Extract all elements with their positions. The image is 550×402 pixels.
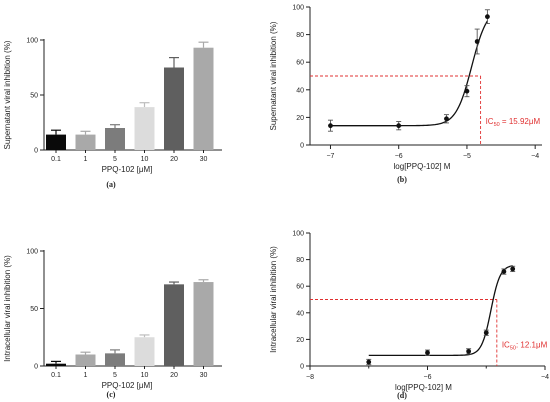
- ic50-annotation: IC50 = 15.92μM: [486, 117, 541, 128]
- panel-label: (d): [397, 391, 407, 400]
- y-axis-label: Supernatant viral inhibition (%): [269, 21, 278, 130]
- bar: [134, 337, 155, 366]
- y-axis-label: Intracellular viral inhibition (%): [269, 246, 278, 353]
- bar: [164, 67, 184, 150]
- panel-d: 0 20 40 60 80 100 −8 −6 −4 IC50: 12.1μM log[PPQ-10…: [269, 231, 549, 401]
- y-tick-label: 80: [296, 32, 304, 39]
- x-tick-label: −5: [463, 153, 471, 160]
- y-tick-label: 60: [296, 60, 304, 67]
- y-tick-label: 100: [292, 5, 304, 12]
- x-axis-label: PPQ-102 [μM]: [102, 165, 153, 174]
- x-tick-label: −7: [326, 153, 334, 160]
- x-tick-label: 1: [84, 372, 88, 379]
- panel-b: 0 20 40 60 80 100 −7 −6 −5 −4 IC50 = 15.92μM log[PP…: [269, 5, 542, 184]
- x-tick-label: 10: [141, 156, 149, 163]
- x-tick-label: −6: [424, 374, 432, 381]
- ic50-subscript: 50: [494, 122, 500, 128]
- y-tick-label: 100: [26, 38, 38, 45]
- bar: [105, 128, 125, 150]
- x-tick-label: 0.1: [51, 372, 61, 379]
- data-point: [501, 269, 507, 274]
- bar: [134, 107, 155, 150]
- y-tick-label: 40: [296, 87, 304, 94]
- y-tick-label: 20: [296, 115, 304, 122]
- y-tick-label: 60: [296, 284, 304, 291]
- bar: [75, 134, 96, 150]
- bar: [105, 353, 125, 366]
- data-point: [483, 330, 489, 336]
- data-point: [466, 348, 472, 354]
- data-point: [366, 359, 372, 365]
- panel-label: (b): [397, 175, 407, 184]
- y-tick-label: 20: [296, 337, 304, 344]
- x-tick-label: −6: [395, 153, 403, 160]
- panel-c: 0 50 100 0.1 1 5 10 20 30 PPQ-102 [μM] Intracellul…: [3, 249, 222, 399]
- x-tick-label: 1: [84, 156, 88, 163]
- x-tick-label: 5: [113, 372, 117, 379]
- data-point: [444, 116, 449, 122]
- y-axis-label: Supernatant viral inhibition (%): [3, 40, 12, 149]
- panel-label: (c): [107, 390, 116, 399]
- data-point: [396, 123, 402, 129]
- fit-curve: [330, 20, 488, 127]
- y-tick-label: 0: [34, 364, 38, 371]
- x-axis-label: log[PPQ-102] M: [394, 162, 451, 171]
- fit-curve: [368, 265, 513, 357]
- y-tick-label: 50: [30, 93, 38, 100]
- y-axis-label: Intracellular viral inhibition (%): [3, 255, 12, 362]
- ic50-subscript: 50: [510, 346, 516, 352]
- bar: [75, 354, 96, 366]
- y-tick-label: 0: [300, 364, 304, 371]
- x-tick-label: 30: [200, 372, 208, 379]
- data-point: [425, 350, 430, 356]
- x-tick-label: −4: [541, 374, 549, 381]
- x-tick-label: 0.1: [51, 156, 61, 163]
- ic50-prefix: IC: [502, 341, 510, 350]
- y-tick-label: 40: [296, 310, 304, 317]
- data-point: [510, 266, 516, 272]
- x-tick-label: 20: [170, 156, 178, 163]
- y-tick-label: 50: [30, 306, 38, 313]
- data-point: [474, 39, 480, 44]
- x-tick-label: −8: [306, 374, 314, 381]
- data-point: [464, 88, 470, 94]
- data-point: [485, 14, 490, 20]
- bar: [46, 363, 66, 366]
- y-tick-label: 100: [26, 249, 38, 256]
- ic50-prefix: IC: [486, 117, 494, 126]
- panel-label: (a): [106, 180, 116, 189]
- x-tick-label: −4: [531, 153, 539, 160]
- ic50-value: = 15.92μM: [500, 117, 541, 126]
- x-tick-label: 20: [170, 372, 178, 379]
- x-axis-label: PPQ-102 [μM]: [102, 381, 153, 390]
- x-tick-label: 30: [200, 156, 208, 163]
- bar: [46, 134, 66, 150]
- panel-a: 0 50 100 0.1 1 5 10 20 30 PPQ-102 [μM] Supernatant…: [3, 38, 222, 189]
- y-tick-label: 0: [34, 148, 38, 155]
- y-tick-label: 100: [292, 231, 304, 238]
- bar: [193, 282, 214, 366]
- x-tick-label: 5: [113, 156, 117, 163]
- data-point: [328, 123, 333, 129]
- ic50-value: : 12.1μM: [516, 341, 548, 350]
- y-tick-label: 80: [296, 257, 304, 264]
- x-axis-label: log[PPQ-102] M: [395, 383, 452, 392]
- y-tick-label: 0: [300, 143, 304, 150]
- bar: [164, 284, 184, 366]
- x-tick-label: 10: [141, 372, 149, 379]
- bar: [193, 47, 214, 151]
- ic50-annotation: IC50: 12.1μM: [502, 341, 548, 352]
